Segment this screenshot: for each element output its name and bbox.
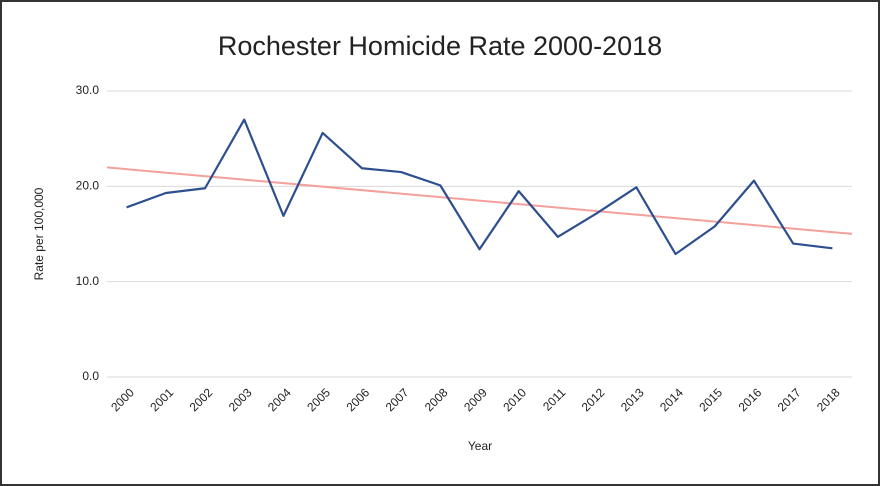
y-tick-label: 20.0 [76,179,100,193]
trendline [106,166,853,235]
y-axis-label: Rate per 100,000 [32,187,46,280]
y-tick-label: 0.0 [82,369,99,383]
y-tick-label: 10.0 [76,274,100,288]
data-line [126,118,833,256]
chart-title: Rochester Homicide Rate 2000-2018 [218,31,662,61]
x-axis-label: Year [468,439,492,453]
y-tick-label: 30.0 [76,83,100,97]
